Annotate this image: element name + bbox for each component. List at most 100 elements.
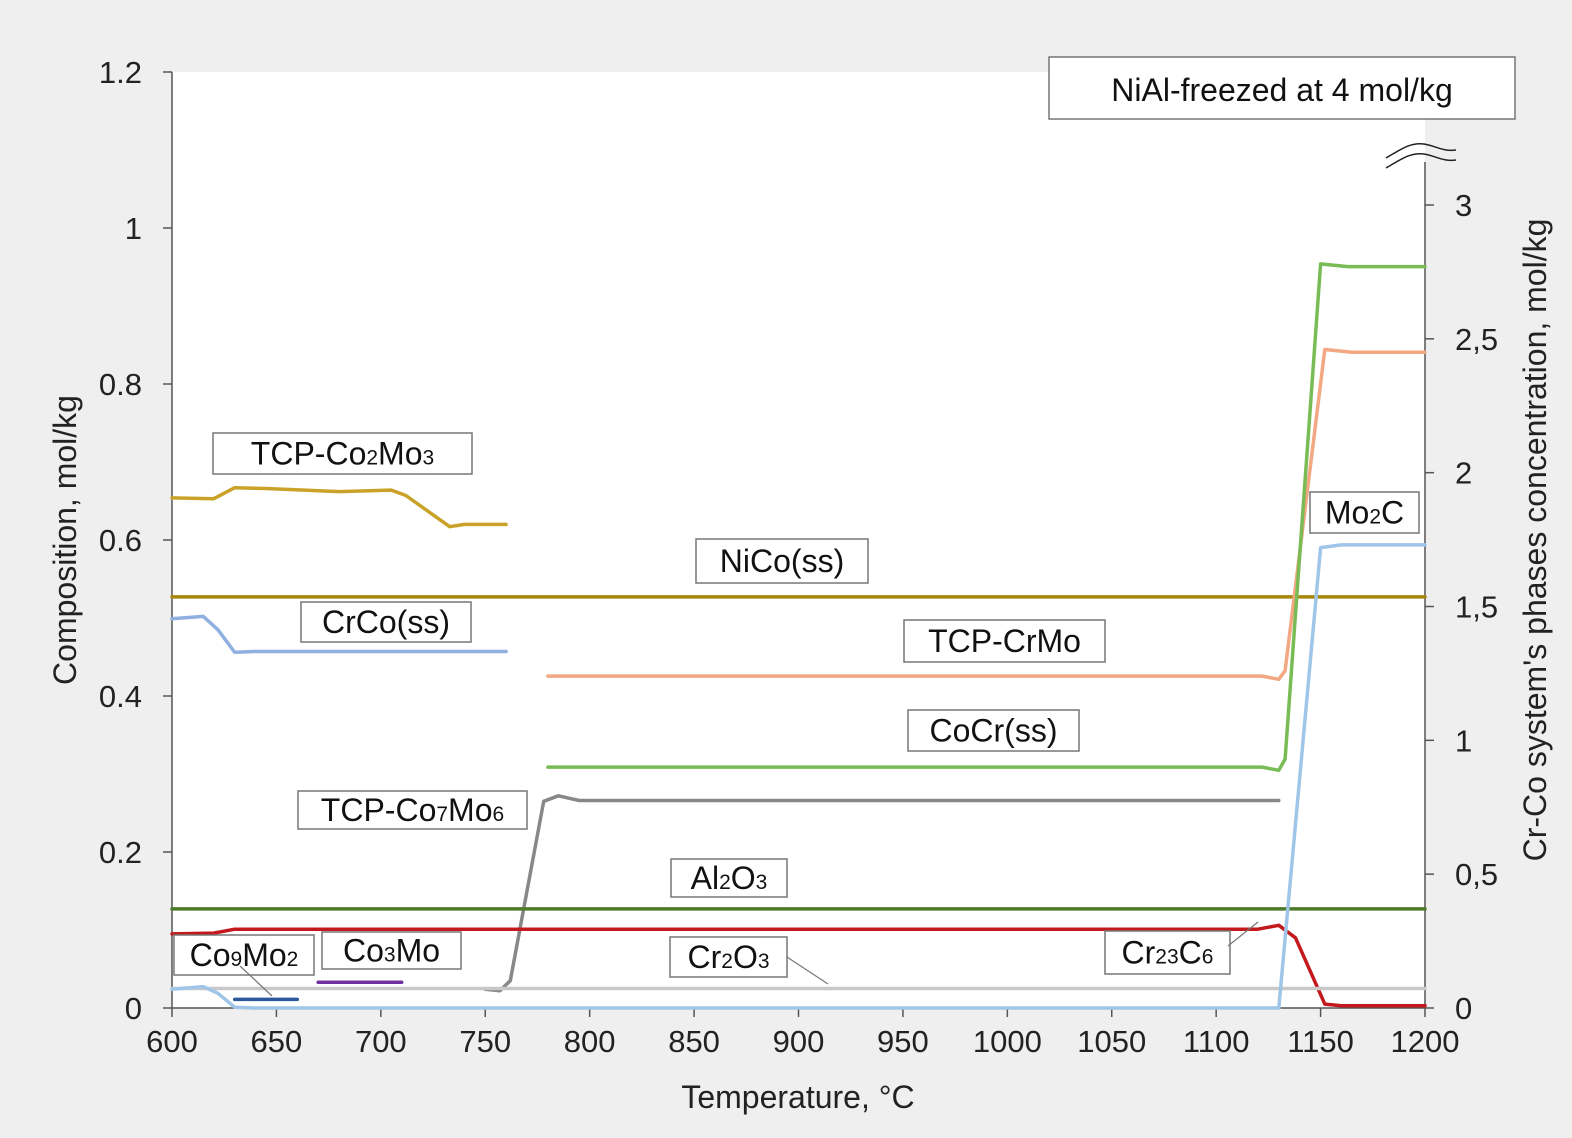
label-part: Mo: [1325, 495, 1369, 531]
subscript: 2: [721, 950, 733, 973]
y2-tick-label: 1: [1455, 723, 1472, 758]
y-axis-title: Composition, mol/kg: [47, 395, 83, 685]
series-label-box: [1104, 930, 1231, 975]
y-tick-label: 0.6: [99, 523, 142, 558]
x-tick-label: 1150: [1287, 1024, 1354, 1059]
series-label-box: [297, 790, 528, 830]
series-label-box: [212, 432, 473, 475]
axes: 600 650 700 750 800 850 900 950 1000 1050 1100 1150…: [99, 55, 1498, 1059]
y-tick-label: 0: [125, 991, 142, 1026]
series-label-text: Mo2C: [1325, 495, 1404, 531]
series-label-text: TCP-Co2Mo3: [251, 436, 434, 472]
series-label-text: Al2O3: [691, 860, 768, 896]
series-label-text: Cr2O3: [687, 939, 769, 975]
x-tick-label: 850: [668, 1024, 720, 1059]
series-label-box: [1309, 491, 1420, 534]
label-part: Al: [691, 860, 719, 896]
x-axis-title: Temperature, °C: [681, 1079, 914, 1115]
subscript: 3: [423, 447, 435, 470]
subscript: 3: [756, 871, 768, 894]
series-label-mo2c: Mo2C: [1309, 491, 1420, 534]
label-part: Co: [343, 933, 384, 969]
series-line-mo2c: [170, 543, 1427, 1010]
series-line-cocr-ss-: [546, 262, 1427, 773]
label-part: Cr: [1122, 935, 1156, 971]
series-label-tcp-crmo: TCP-CrMo: [903, 619, 1106, 663]
label-part: Co: [190, 937, 231, 973]
x-tick-label: 900: [773, 1024, 825, 1059]
subscript: 2: [366, 447, 378, 470]
subscript: 9: [231, 948, 243, 971]
y-tick-label: 0.8: [99, 367, 142, 402]
series-label-box: [695, 538, 869, 584]
label-part: TCP-Co: [321, 792, 437, 828]
series-label-text: Co9Mo2: [190, 937, 299, 973]
subscript: 7: [436, 803, 448, 826]
annotation-text: NiAl-freezed at 4 mol/kg: [1111, 72, 1452, 108]
leader-line-cr2o3: [786, 956, 829, 985]
y2-tick-label: 0: [1455, 991, 1472, 1026]
x-tick-label: 1200: [1391, 1024, 1460, 1059]
label-part: O: [731, 860, 756, 896]
series-label-cr2o3: Cr2O3: [669, 936, 788, 978]
x-tick-label: 800: [564, 1024, 616, 1059]
series-label-text: TCP-CrMo: [928, 623, 1081, 659]
series-line-crco-ss-: [170, 614, 508, 655]
annotation-box: NiAl-freezed at 4 mol/kg: [1048, 56, 1516, 120]
subscript: 23: [1155, 946, 1178, 969]
x-tick-label: 1000: [973, 1024, 1042, 1059]
series-label-co9mo2: Co9Mo2: [173, 934, 315, 976]
series-label-box: [173, 934, 315, 976]
series-line-tcp-co7mo6: [483, 794, 1281, 993]
label-part: O: [733, 939, 758, 975]
label-part: C: [1179, 935, 1202, 971]
x-tick-label: 750: [459, 1024, 511, 1059]
y2-tick-label: 2,5: [1455, 322, 1498, 357]
axis-break-icon: [1385, 142, 1457, 169]
series-label-al2o3: Al2O3: [670, 858, 788, 898]
subscript: 6: [1202, 946, 1214, 969]
series-line-cr23c6: [170, 923, 1427, 1008]
x-tick-label: 700: [355, 1024, 407, 1059]
subscript: 2: [1369, 506, 1381, 529]
series-layer: [170, 262, 1427, 1010]
leader-line-co9mo2: [239, 965, 273, 997]
subscript: 3: [384, 944, 396, 967]
series-label-text: Cr23C6: [1122, 935, 1214, 971]
series-label-box: [300, 601, 472, 643]
series-label-cr23c6: Cr23C6: [1104, 930, 1231, 975]
y2-tick-label: 1,5: [1455, 590, 1498, 625]
subscript: 6: [493, 803, 505, 826]
x-tick-label: 650: [251, 1024, 303, 1059]
subscript: 3: [758, 950, 770, 973]
series-line-tcp-co2mo3: [170, 485, 508, 529]
series-label-box: [670, 858, 788, 898]
label-part: C: [1381, 495, 1404, 531]
series-label-text: CrCo(ss): [322, 604, 450, 640]
y2-axis-title: Cr-Co system's phases concentration, mol…: [1517, 219, 1553, 862]
x-tick-label: 1050: [1077, 1024, 1146, 1059]
label-layer: TCP-Co2Mo3NiCo(ss)CrCo(ss)TCP-CrMoCoCr(s…: [173, 432, 1420, 997]
x-tick-label: 600: [146, 1024, 198, 1059]
series-label-co3mo: Co3Mo: [321, 931, 462, 970]
y2-tick-label: 2: [1455, 456, 1472, 491]
leader-line-cr23c6: [1227, 921, 1259, 947]
label-part: Mo: [242, 937, 286, 973]
subscript: 2: [719, 871, 731, 894]
y-tick-label: 1.2: [99, 55, 142, 90]
series-label-text: CoCr(ss): [930, 713, 1058, 749]
label-part: Mo: [378, 436, 422, 472]
series-label-text: Co3Mo: [343, 933, 440, 969]
label-part: Mo: [448, 792, 492, 828]
series-label-box: [907, 709, 1080, 752]
y-tick-label: 0.2: [99, 835, 142, 870]
series-line-tcp-crmo: [546, 347, 1427, 682]
y-tick-label: 1: [125, 211, 142, 246]
series-label-cocr: CoCr(ss): [907, 709, 1080, 752]
x-tick-label: 1100: [1183, 1024, 1250, 1059]
y-tick-label: 0.4: [99, 679, 142, 714]
series-label-crco: CrCo(ss): [300, 601, 472, 643]
subscript: 2: [287, 948, 299, 971]
